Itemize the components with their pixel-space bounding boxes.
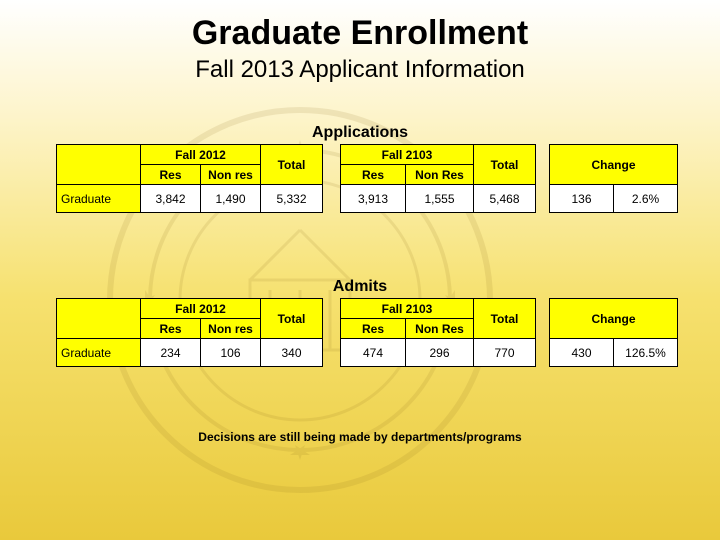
admits-res1: 234 <box>141 339 201 367</box>
page-title: Graduate Enrollment <box>0 14 720 53</box>
footnote: Decisions are still being made by depart… <box>0 430 720 444</box>
apps-col-total1: Total <box>261 145 323 185</box>
admits-period2: Fall 2103 <box>341 299 474 319</box>
slide: Graduate Enrollment Fall 2013 Applicant … <box>0 0 720 540</box>
admits-period1: Fall 2012 <box>141 299 261 319</box>
apps-total1: 5,332 <box>261 185 323 213</box>
apps-res1: 3,842 <box>141 185 201 213</box>
apps-nonres2: 1,555 <box>406 185 474 213</box>
admits-col-nonres2: Non Res <box>406 319 474 339</box>
admits-col-nonres1: Non res <box>201 319 261 339</box>
admits-col-total1: Total <box>261 299 323 339</box>
apps-col-nonres2: Non Res <box>406 165 474 185</box>
apps-change-pct: 2.6% <box>614 185 678 213</box>
admits-heading: Admits <box>0 278 720 296</box>
admits-change-abs: 430 <box>550 339 614 367</box>
apps-change-label: Change <box>550 145 678 185</box>
admits-col-res2: Res <box>341 319 406 339</box>
apps-nonres1: 1,490 <box>201 185 261 213</box>
apps-row-label: Graduate <box>57 185 141 213</box>
admits-total2: 770 <box>474 339 536 367</box>
applications-heading: Applications <box>0 124 720 142</box>
apps-res2: 3,913 <box>341 185 406 213</box>
apps-change-abs: 136 <box>550 185 614 213</box>
apps-period2: Fall 2103 <box>341 145 474 165</box>
apps-col-res2: Res <box>341 165 406 185</box>
table-row: Graduate 234 106 340 474 296 770 430 126… <box>57 339 678 367</box>
apps-period1: Fall 2012 <box>141 145 261 165</box>
apps-col-total2: Total <box>474 145 536 185</box>
apps-total2: 5,468 <box>474 185 536 213</box>
apps-col-nonres1: Non res <box>201 165 261 185</box>
admits-table: Fall 2012 Total Fall 2103 Total Change R… <box>56 298 678 367</box>
applications-table: Fall 2012 Total Fall 2103 Total Change R… <box>56 144 678 213</box>
admits-change-pct: 126.5% <box>614 339 678 367</box>
table-row: Graduate 3,842 1,490 5,332 3,913 1,555 5… <box>57 185 678 213</box>
apps-col-res1: Res <box>141 165 201 185</box>
admits-nonres2: 296 <box>406 339 474 367</box>
admits-total1: 340 <box>261 339 323 367</box>
admits-res2: 474 <box>341 339 406 367</box>
admits-nonres1: 106 <box>201 339 261 367</box>
page-subtitle: Fall 2013 Applicant Information <box>0 56 720 84</box>
admits-change-label: Change <box>550 299 678 339</box>
admits-col-total2: Total <box>474 299 536 339</box>
admits-col-res1: Res <box>141 319 201 339</box>
admits-row-label: Graduate <box>57 339 141 367</box>
